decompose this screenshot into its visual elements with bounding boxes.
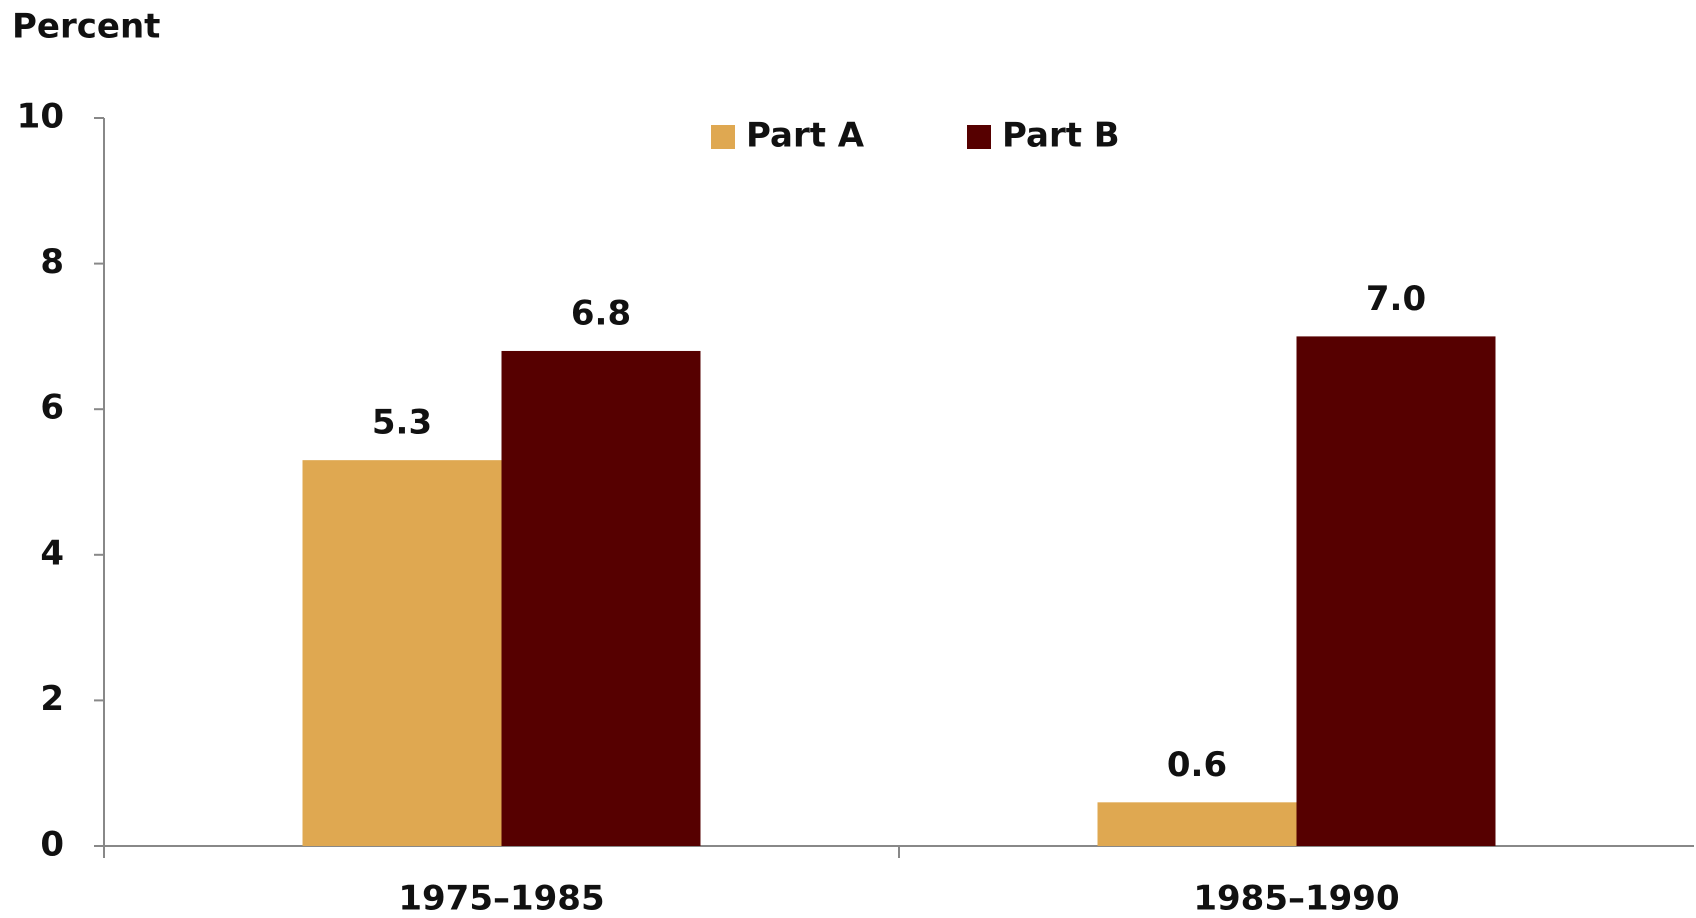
legend-label: Part B	[1002, 116, 1120, 156]
legend-label: Part A	[746, 116, 865, 156]
data-label: 6.8	[571, 293, 631, 333]
bar	[302, 460, 502, 846]
data-label: 7.0	[1366, 279, 1426, 319]
y-tick-label: 0	[40, 825, 64, 865]
x-tick-label: 1975–1985	[398, 879, 604, 918]
y-tick-label: 8	[40, 242, 64, 282]
legend-swatch	[711, 125, 735, 149]
bar	[1097, 802, 1297, 846]
y-tick-label: 2	[40, 679, 64, 719]
legend-swatch	[967, 125, 991, 149]
data-label: 5.3	[372, 403, 432, 443]
bar	[501, 350, 701, 846]
y-tick-label: 10	[17, 97, 64, 137]
y-tick-label: 6	[40, 388, 64, 428]
y-axis-label: Percent	[12, 7, 160, 47]
x-tick-label: 1985–1990	[1193, 879, 1399, 918]
bar	[1296, 336, 1496, 846]
y-tick-label: 4	[40, 533, 64, 573]
data-label: 0.6	[1167, 745, 1227, 785]
